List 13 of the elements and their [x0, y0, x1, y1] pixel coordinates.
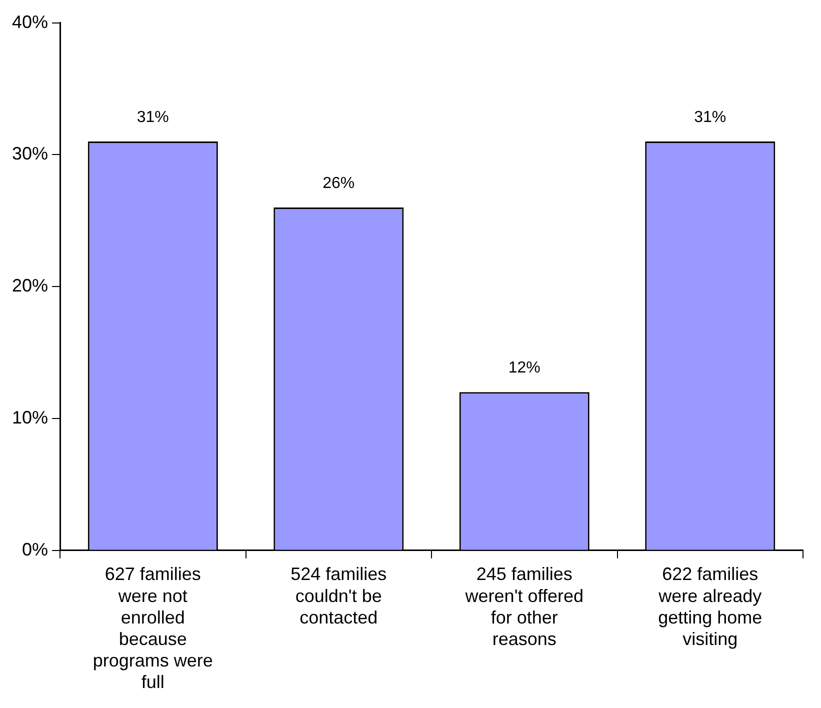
y-tick-label: 10% — [12, 407, 48, 428]
x-tick-label: 622 families were already getting home visiting — [658, 564, 762, 649]
y-tick-label: 20% — [12, 276, 48, 296]
x-tick-label: 245 families weren't offered for other reasons — [464, 564, 584, 649]
x-tick-label: 524 families couldn't be contacted — [290, 564, 387, 628]
y-tick-label: 40% — [12, 12, 48, 32]
x-tick-label: 627 families were not enrolled because programs were full — [92, 564, 213, 692]
y-tick-label: 0% — [22, 539, 48, 560]
data-label: 31% — [694, 108, 726, 126]
data-label: 12% — [508, 360, 540, 377]
data-label: 26% — [322, 174, 355, 192]
data-label: 31% — [136, 108, 169, 126]
y-tick-label: 30% — [12, 144, 48, 164]
